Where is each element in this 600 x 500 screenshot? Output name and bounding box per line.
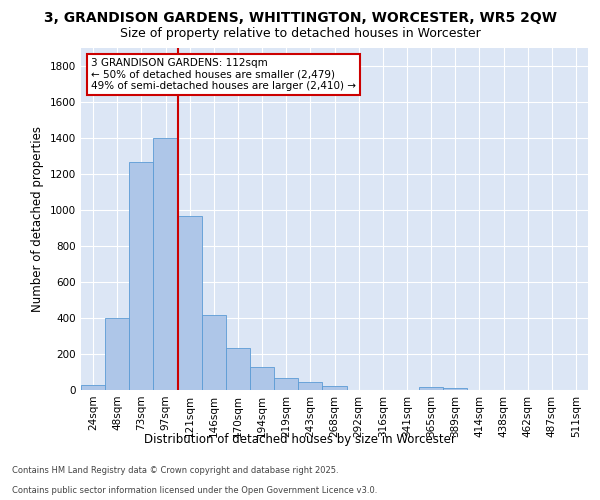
Bar (250, 368, 274, 390)
Bar (105, 318, 129, 390)
Text: 3 GRANDISON GARDENS: 112sqm
← 50% of detached houses are smaller (2,479)
49% of : 3 GRANDISON GARDENS: 112sqm ← 50% of det… (91, 58, 356, 91)
Text: Contains public sector information licensed under the Open Government Licence v3: Contains public sector information licen… (12, 486, 377, 495)
Bar (274, 378, 298, 390)
Bar (81, 386, 105, 390)
Text: Distribution of detached houses by size in Worcester: Distribution of detached houses by size … (144, 432, 456, 446)
Bar (178, 216, 202, 390)
Bar (322, 386, 347, 390)
Bar (226, 348, 250, 390)
Text: Contains HM Land Registry data © Crown copyright and database right 2025.: Contains HM Land Registry data © Crown c… (12, 466, 338, 475)
Text: Size of property relative to detached houses in Worcester: Size of property relative to detached ho… (119, 27, 481, 40)
Bar (154, 138, 178, 390)
Bar (298, 382, 322, 390)
Text: 3, GRANDISON GARDENS, WHITTINGTON, WORCESTER, WR5 2QW: 3, GRANDISON GARDENS, WHITTINGTON, WORCE… (44, 12, 557, 26)
Bar (419, 388, 443, 390)
Y-axis label: Number of detached properties: Number of detached properties (31, 126, 44, 312)
Bar (129, 162, 154, 390)
Bar (443, 388, 467, 390)
Bar (202, 315, 226, 390)
